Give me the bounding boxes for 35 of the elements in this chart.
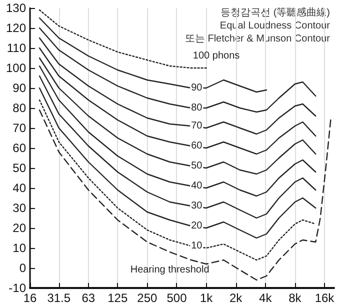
series-label: 60 [191,140,203,152]
y-tick-label: 100 [6,61,26,75]
y-tick-label: 10 [12,241,26,255]
y-tick-label: 20 [12,221,26,235]
series-label: 90 [191,82,203,94]
y-tick-label: 80 [12,101,26,115]
series-label: 50 [191,160,203,172]
x-tick-label: 2k [229,291,244,305]
y-tick-label: 50 [12,161,26,175]
series-label: 20 [191,220,203,232]
x-tick-label: 250 [137,291,158,305]
series-label: 30 [191,200,203,212]
y-tick-label: 120 [6,21,26,35]
y-tick-label: 40 [12,181,26,195]
series-label: 100 phons [192,50,240,62]
y-tick-label: 0 [19,261,26,275]
x-tick-label: 16k [314,291,336,305]
series-label: 10 [191,240,203,252]
x-tick-label: 4k [259,291,273,305]
x-tick-label: 125 [108,291,128,305]
y-tick-label: 110 [6,41,26,55]
series-label: 70 [191,120,203,132]
series-label: 40 [191,180,203,192]
y-tick-label: 130 [6,1,26,15]
x-tick-label: 8k [288,291,302,305]
x-tick-label: 1k [200,291,214,305]
x-tick-label: 500 [166,291,188,305]
x-tick-label: 31.5 [47,291,71,305]
y-tick-label: 30 [12,201,26,215]
series-label: Hearing threshold [130,264,210,276]
y-tick-label: 60 [12,141,26,155]
y-tick-label: 90 [12,81,26,95]
x-tick-label: 63 [82,291,96,305]
y-tick-label: 70 [12,121,26,135]
series-label: 80 [191,102,203,114]
